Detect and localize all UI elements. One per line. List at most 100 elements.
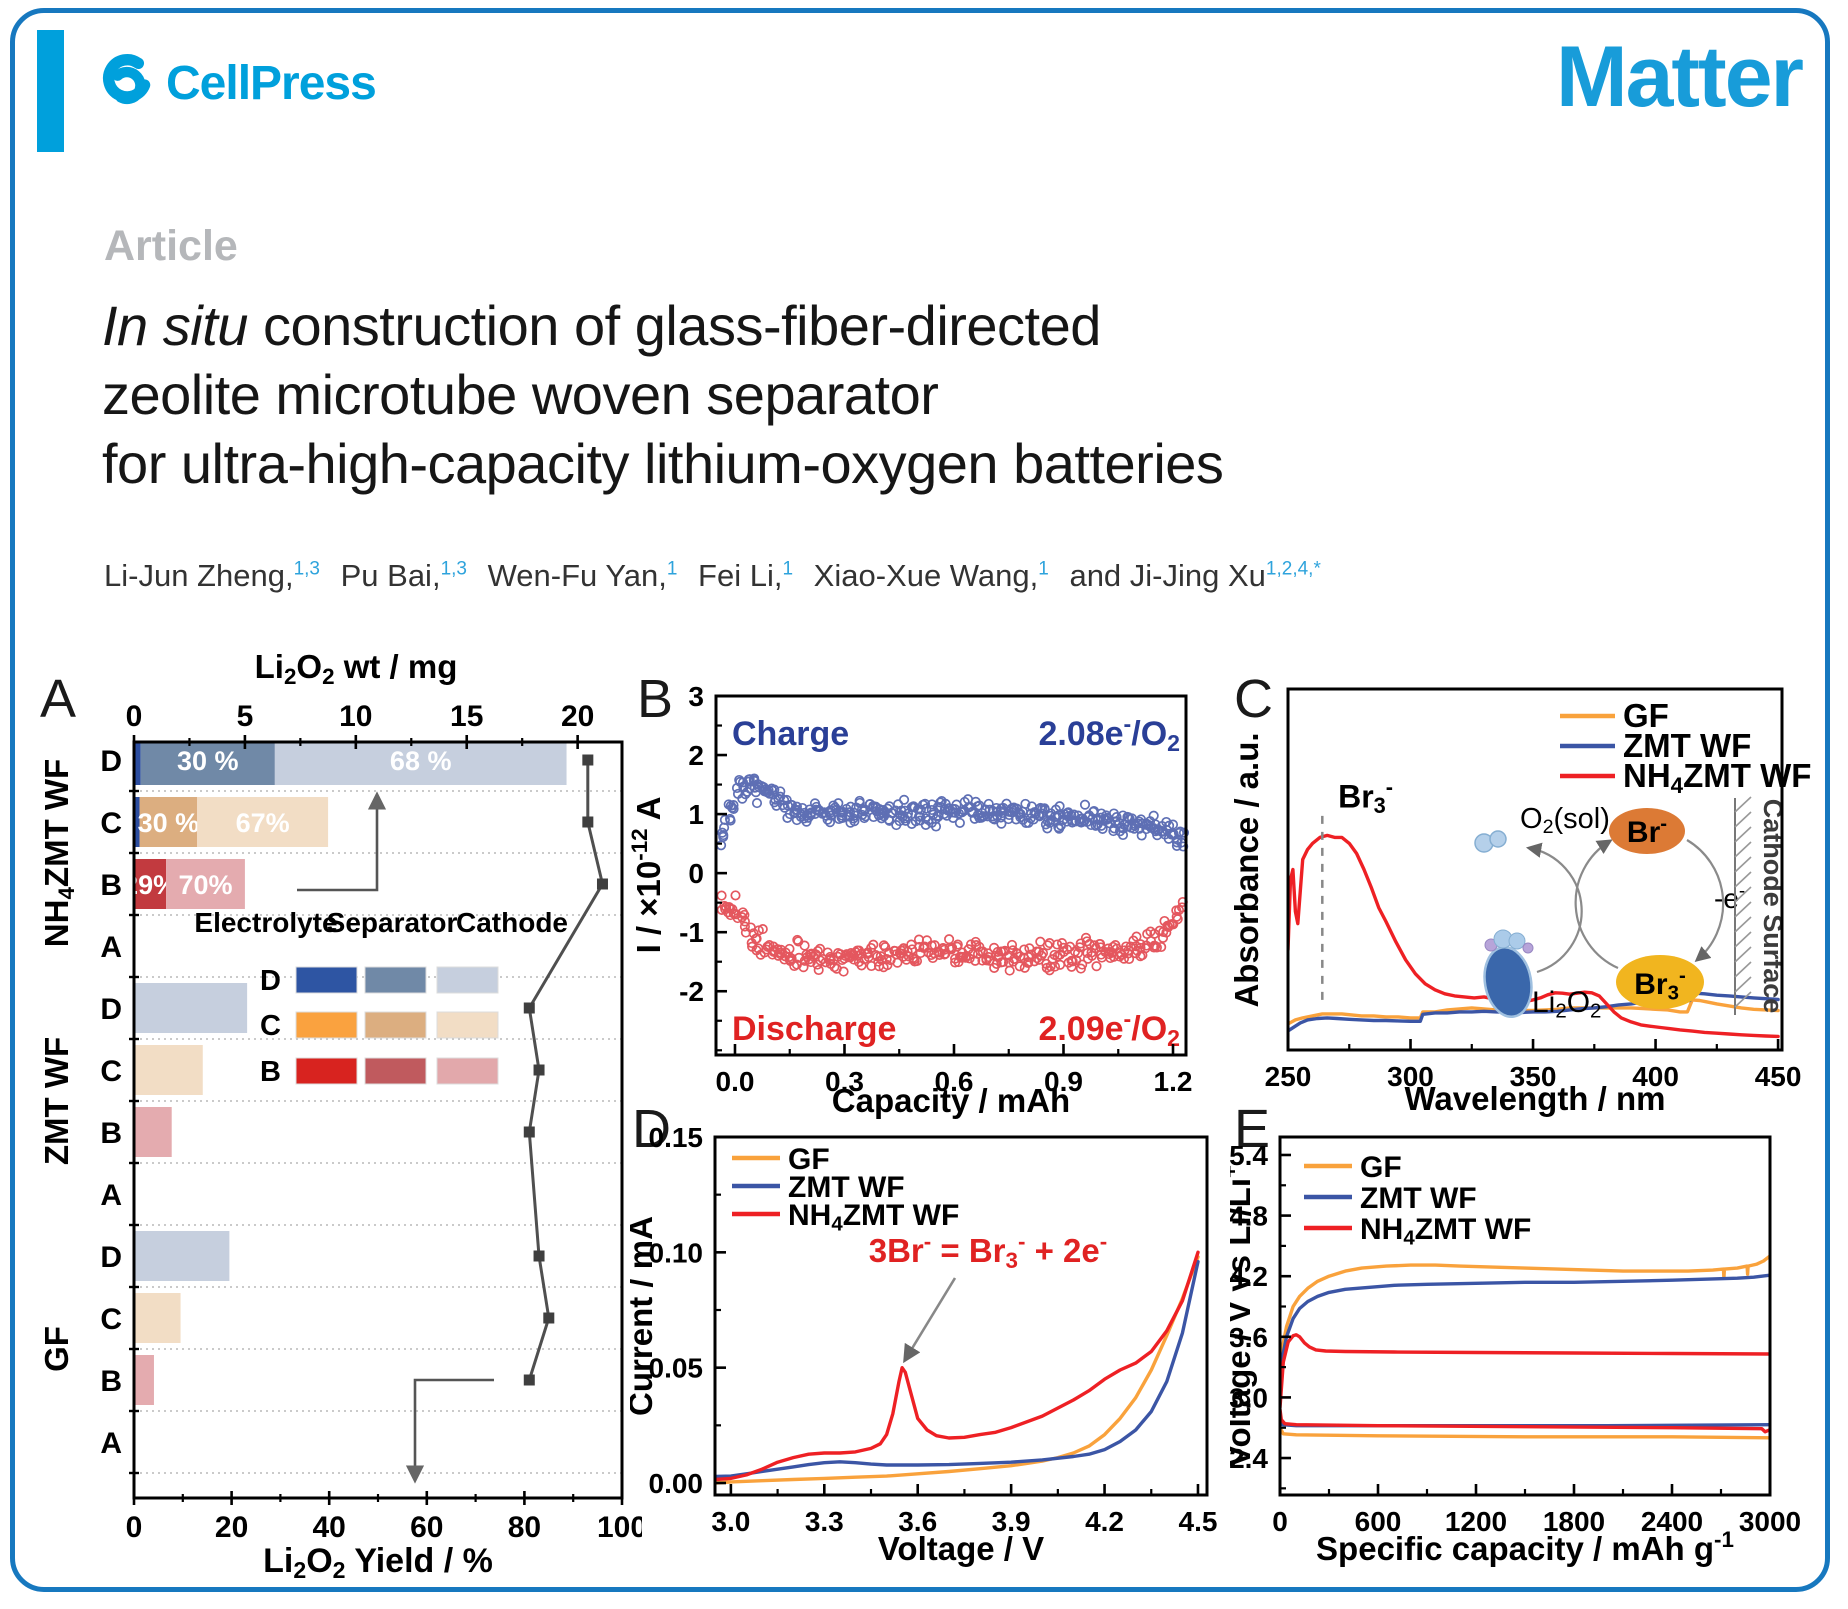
svg-text:10: 10 xyxy=(339,700,372,733)
svg-text:Electrolyte: Electrolyte xyxy=(194,907,337,938)
annotation: Discharge xyxy=(732,1010,896,1048)
bar-segment xyxy=(134,797,140,847)
svg-text:3.0: 3.0 xyxy=(1230,1382,1268,1413)
title-italic: In situ xyxy=(102,294,248,357)
br3-label: Br3- xyxy=(1634,965,1685,1004)
arc-to-br xyxy=(1574,839,1619,970)
svg-text:0: 0 xyxy=(1272,1506,1288,1537)
bars: 30 % 68 %30 % 67%29% 70% xyxy=(134,742,567,1405)
panel-c-svg: Br3-O2(sol)-e-Br-Br3-Li2O2 Cathode Surfac… xyxy=(1228,687,1811,1117)
author: Fei Li,1 xyxy=(698,558,794,593)
svg-text:0: 0 xyxy=(126,1511,143,1544)
panel-letter-b: B xyxy=(637,669,674,729)
row-label: C xyxy=(100,1055,122,1088)
author: Xiao-Xue Wang,1 xyxy=(813,558,1049,593)
svg-text:80: 80 xyxy=(508,1511,541,1544)
x-axis: 0.0 0.3 0.6 0.9 1.2 xyxy=(716,1044,1192,1097)
svg-text:0.05: 0.05 xyxy=(649,1353,704,1384)
accent-bar xyxy=(37,30,64,152)
series-Charge xyxy=(716,773,1190,852)
page-border xyxy=(10,8,1830,1592)
svg-text:2.4: 2.4 xyxy=(1230,1443,1268,1474)
svg-text:4.5: 4.5 xyxy=(1179,1506,1218,1537)
y-axis: 2.4 3.0 3.6 4.2 4.8 5.4 xyxy=(1229,1140,1291,1490)
svg-text:NH4ZMT WF: NH4ZMT WF xyxy=(788,1199,959,1235)
svg-text:2: 2 xyxy=(688,740,704,771)
br3-ellipse xyxy=(1616,955,1704,1009)
author: Pu Bai,1,3 xyxy=(340,558,467,593)
annotation: Charge xyxy=(732,715,849,753)
annotation: 2.09e-/O2 xyxy=(1038,1005,1180,1051)
row-label: A xyxy=(100,1427,122,1460)
svg-text:4.2: 4.2 xyxy=(1230,1261,1268,1292)
svg-text:300: 300 xyxy=(1387,1061,1434,1092)
x-axis-title: Capacity / mAh xyxy=(832,1082,1070,1119)
top-axis-title: Li2O2 wt / mg xyxy=(255,650,458,689)
svg-text:3.9: 3.9 xyxy=(992,1506,1031,1537)
article-label: Article xyxy=(104,222,238,270)
svg-text:450: 450 xyxy=(1755,1061,1802,1092)
svg-text:70%: 70% xyxy=(179,870,233,900)
panel-d-cv-chart: 3Br- = Br3- + 2e- GF ZMT WF NH4ZMT WF 3.0 3.3… xyxy=(622,1120,1230,1609)
x-axis: 3.0 3.3 3.6 3.9 4.2 4.5 xyxy=(711,1484,1217,1537)
top-axis: 0 5 10 15 20 xyxy=(126,700,594,749)
annotation-arrow xyxy=(297,791,387,892)
panel-letter-c: C xyxy=(1234,669,1273,729)
svg-text:ZMT WF: ZMT WF xyxy=(1623,727,1751,764)
bottom-axis-title: Li2O2 Yield / % xyxy=(263,1542,493,1583)
bar-segment xyxy=(134,1107,172,1157)
bar-segment xyxy=(140,742,275,785)
svg-text:20: 20 xyxy=(561,700,594,733)
svg-text:C: C xyxy=(260,1010,281,1042)
svg-text:350: 350 xyxy=(1510,1061,1557,1092)
bar-segment xyxy=(134,983,248,1033)
series-curve xyxy=(1280,1407,1770,1434)
svg-text:3.0: 3.0 xyxy=(711,1506,750,1537)
series-GF xyxy=(1280,1254,1770,1400)
author: and Ji-Jing Xu1,2,4,* xyxy=(1069,558,1321,593)
li2o2-label: Li2O2 xyxy=(1532,986,1601,1022)
title-line1: construction of glass-fiber-directed xyxy=(247,294,1101,357)
title-line2: zeolite microtube woven separator xyxy=(102,362,939,426)
cellpress-logo-icon xyxy=(103,54,151,105)
svg-text:400: 400 xyxy=(1632,1061,1679,1092)
bar-segment xyxy=(134,742,141,785)
y-axis: 0.00 0.05 0.10 0.15 xyxy=(649,1122,726,1499)
bar-segment xyxy=(139,797,198,847)
author: Li-Jun Zheng,1,3 xyxy=(104,558,320,593)
page-title: In situ construction of glass-fiber-dire… xyxy=(102,292,1602,499)
series-NH~4~ZMT WF xyxy=(1280,1333,1770,1410)
bromine-cycle-inset: O2(sol)-e-Br-Br3-Li2O2 Cathode Surface xyxy=(1474,796,1788,1022)
panel-letter-d: D xyxy=(632,1099,671,1159)
x-axis-title: Voltage / V xyxy=(878,1530,1044,1567)
plot-frame xyxy=(714,694,1188,1057)
bar-segment xyxy=(134,1045,203,1095)
svg-text:100: 100 xyxy=(597,1511,642,1544)
title-line3: for ultra-high-capacity lithium-oxygen b… xyxy=(102,431,1224,495)
y-axis-title: Absorbance / a.u. xyxy=(1230,732,1265,1007)
row-label: C xyxy=(100,1303,122,1336)
svg-text:3.3: 3.3 xyxy=(805,1506,844,1537)
row-label: B xyxy=(100,1365,122,1398)
row-label: C xyxy=(100,807,122,840)
panel-b-scatter-chart: Charge 2.08e-/O2 Discharge 2.09e-/O2 0.0 0.3 0… xyxy=(627,655,1230,1130)
panel-a-bar-chart: 30 % 68 % 30 % 67% 29% 70% D C B A D C B A D C B A NH4ZMT … xyxy=(30,648,647,1609)
svg-text:5: 5 xyxy=(237,700,254,733)
series-Discharge xyxy=(716,890,1188,977)
arc-to-o2 xyxy=(1525,842,1583,974)
svg-text:D: D xyxy=(260,965,281,997)
journal-name: Matter xyxy=(1555,29,1804,125)
svg-text:0: 0 xyxy=(126,700,143,733)
svg-text:GF: GF xyxy=(788,1143,830,1176)
svg-text:15: 15 xyxy=(450,700,483,733)
series-GF xyxy=(715,1255,1200,1485)
y-axis-title: Current / mA xyxy=(630,1216,659,1416)
svg-text:1800: 1800 xyxy=(1543,1506,1605,1537)
svg-text:0.0: 0.0 xyxy=(716,1066,755,1097)
svg-text:NH4ZMT WF: NH4ZMT WF xyxy=(1623,757,1811,798)
row-label: D xyxy=(100,745,122,778)
